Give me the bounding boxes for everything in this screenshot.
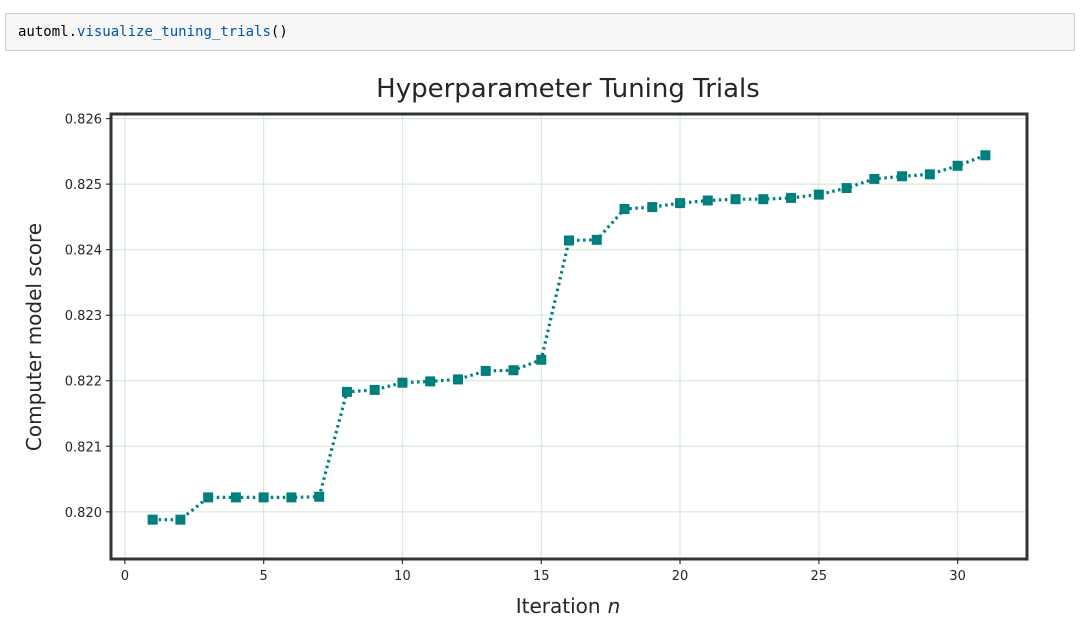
x-tick-label: 5 bbox=[260, 569, 268, 584]
y-tick-label: 0.824 bbox=[65, 244, 102, 259]
series-line bbox=[152, 153, 986, 522]
data-point-marker bbox=[841, 183, 852, 194]
code-dot: . bbox=[68, 24, 78, 40]
data-point-marker bbox=[536, 354, 547, 365]
data-point-marker bbox=[286, 492, 297, 503]
data-point-marker bbox=[564, 235, 574, 246]
data-point-marker bbox=[786, 192, 797, 203]
tick-labels: 0 5 10 15 20 25 30 0.820 0.821 0.822 0.823 0.824 0.8… bbox=[65, 113, 966, 584]
data-point-marker bbox=[619, 204, 630, 215]
code-object: automl bbox=[18, 24, 69, 40]
data-point-marker bbox=[341, 386, 352, 397]
data-point-marker bbox=[924, 169, 935, 180]
data-point-marker bbox=[425, 376, 436, 387]
data-point-marker bbox=[869, 173, 880, 184]
code-parens: () bbox=[270, 24, 288, 40]
cell-output: Hyperparameter Tuning Trials 0 5 10 15 20 25 3… bbox=[0, 60, 1080, 629]
chart-title: Hyperparameter Tuning Trials bbox=[376, 74, 760, 104]
data-point-marker bbox=[591, 234, 602, 245]
y-tick-label: 0.820 bbox=[65, 506, 102, 521]
data-point-marker bbox=[952, 160, 963, 171]
data-point-marker bbox=[758, 194, 769, 205]
plot-frame bbox=[109, 112, 1029, 561]
x-axis-label-variable: n bbox=[608, 594, 621, 618]
data-point-marker bbox=[452, 374, 463, 385]
tuning-trials-chart: Hyperparameter Tuning Trials 0 5 10 15 20 25 3… bbox=[22, 74, 1029, 618]
data-point-marker bbox=[369, 384, 380, 395]
x-tick-label: 15 bbox=[533, 569, 550, 584]
x-axis-label: Iteration n bbox=[516, 594, 621, 618]
y-tick-label: 0.821 bbox=[65, 440, 102, 455]
data-point-marker bbox=[147, 514, 158, 525]
x-axis-label-text: Iteration bbox=[516, 594, 601, 618]
grid-lines bbox=[111, 114, 1027, 559]
data-point-marker bbox=[675, 198, 686, 209]
data-point-marker bbox=[813, 189, 824, 200]
y-tick-label: 0.826 bbox=[65, 113, 102, 128]
x-tick-label: 10 bbox=[394, 569, 411, 584]
y-tick-label: 0.823 bbox=[65, 309, 102, 324]
data-point-marker bbox=[647, 202, 658, 213]
data-point-marker bbox=[702, 195, 713, 206]
data-point-marker bbox=[397, 377, 408, 388]
data-point-marker bbox=[508, 365, 519, 376]
data-point-marker bbox=[897, 171, 908, 182]
series-markers bbox=[147, 150, 991, 525]
y-axis-label: Computer model score bbox=[22, 223, 46, 451]
x-tick-label: 0 bbox=[121, 569, 129, 584]
data-point-marker bbox=[730, 194, 741, 205]
code-cell[interactable]: automl.visualize_tuning_trials() bbox=[5, 13, 1075, 51]
data-point-marker bbox=[203, 492, 214, 503]
data-point-marker bbox=[258, 492, 269, 503]
y-tick-label: 0.825 bbox=[65, 178, 102, 193]
data-point-marker bbox=[480, 365, 491, 376]
x-tick-label: 25 bbox=[811, 569, 828, 584]
y-tick-label: 0.822 bbox=[65, 375, 102, 390]
series-line-group bbox=[152, 153, 986, 522]
code-line[interactable]: automl.visualize_tuning_trials() bbox=[18, 23, 288, 41]
x-tick-label: 20 bbox=[672, 569, 689, 584]
data-point-marker bbox=[980, 150, 991, 161]
data-point-marker bbox=[314, 491, 325, 502]
code-method: visualize_tuning_trials bbox=[77, 24, 271, 40]
data-point-marker bbox=[175, 514, 186, 525]
x-tick-label: 30 bbox=[949, 569, 966, 584]
data-point-marker bbox=[230, 492, 241, 503]
